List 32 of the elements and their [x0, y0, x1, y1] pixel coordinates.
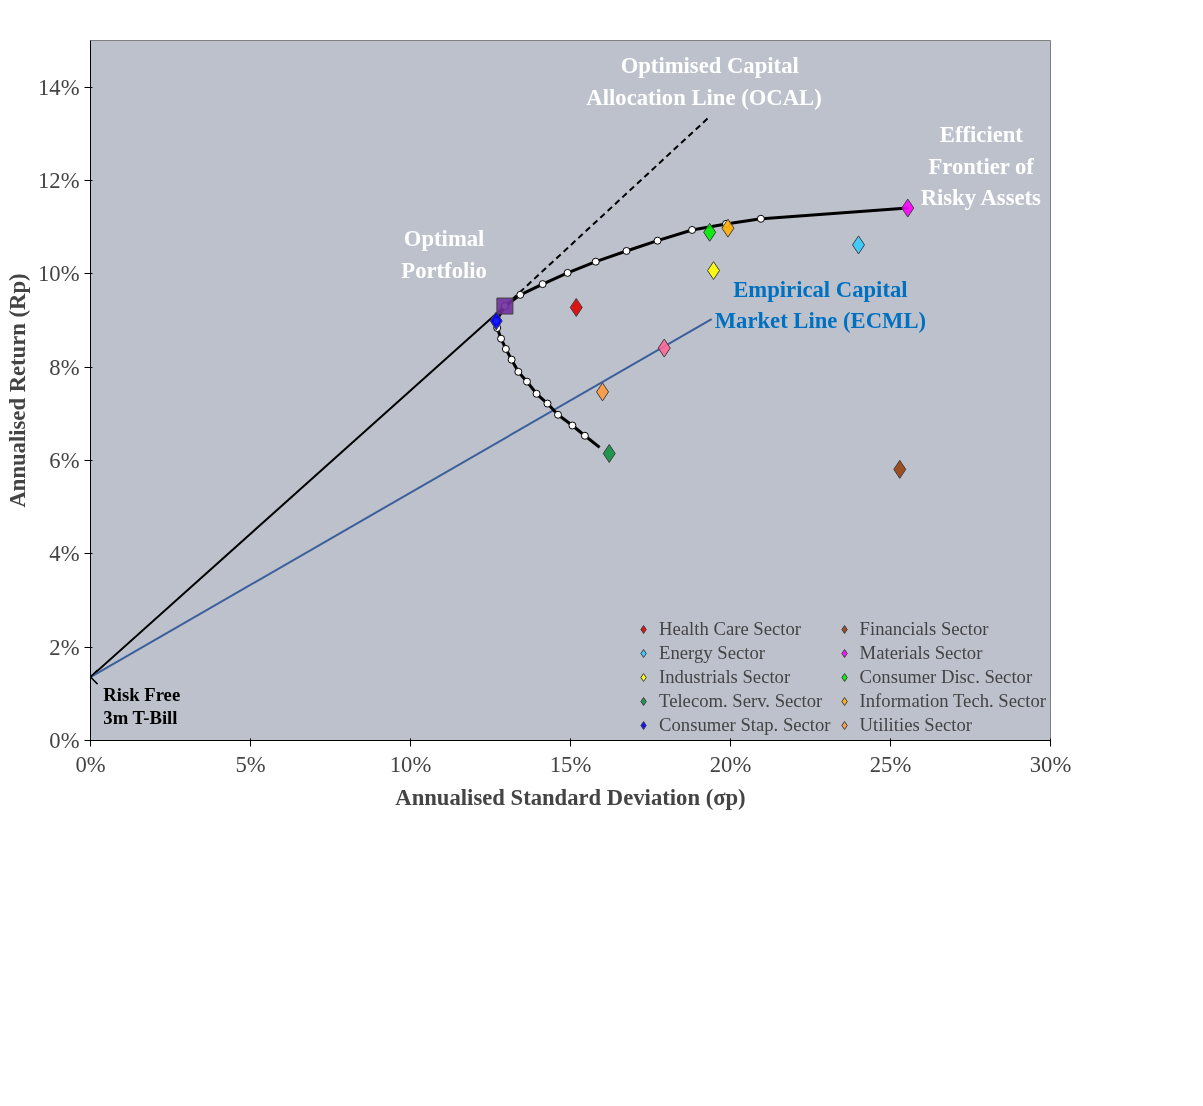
annotation: Efficient Frontier of Risky Assets — [920, 122, 1042, 210]
legend-label: Information Tech. Sector — [859, 690, 1046, 712]
legend-label: Consumer Disc. Sector — [859, 666, 1033, 688]
legend-label: Materials Sector — [859, 642, 983, 664]
legend-label: Health Care Sector — [659, 618, 801, 640]
legend-label: Telecom. Serv. Sector — [659, 690, 823, 712]
y-tick-label: 12% — [37, 168, 80, 193]
x-tick-label: 5% — [235, 751, 266, 777]
legend-label: Energy Sector — [659, 642, 765, 664]
legend-label: Financials Sector — [859, 618, 989, 640]
y-tick-label: 2% — [49, 634, 80, 660]
legend-label: Utilities Sector — [859, 714, 973, 736]
x-tick-label: 10% — [389, 751, 432, 777]
annotation: Empirical Capital Market Line (ECML) — [714, 276, 927, 334]
y-tick-label: 10% — [37, 261, 80, 287]
x-tick-label: 15% — [549, 751, 592, 777]
annotation: Optimal Portfolio — [401, 226, 487, 283]
y-tick-label: 8% — [49, 354, 80, 380]
legend-label: Industrials Sector — [659, 666, 791, 688]
annotation: Risk Free 3m T-Bill — [103, 684, 181, 729]
x-axis-title: Annualised Standard Deviation (σp) — [395, 784, 746, 810]
y-tick-label: 14% — [37, 74, 80, 100]
y-axis-title: Annualised Return (Rp) — [4, 273, 30, 508]
annotation: Optimised Capital Allocation Line (OCAL) — [586, 53, 822, 110]
legend-label: Consumer Stap. Sector — [659, 714, 831, 736]
y-tick-label: 6% — [49, 448, 80, 473]
y-tick-label: 0% — [49, 728, 80, 753]
x-tick-label: 30% — [1029, 751, 1072, 777]
y-tick-label: 4% — [49, 541, 80, 567]
x-tick-label: 20% — [709, 751, 752, 777]
x-tick-label: 0% — [75, 751, 106, 777]
x-tick-label: 25% — [869, 751, 912, 777]
